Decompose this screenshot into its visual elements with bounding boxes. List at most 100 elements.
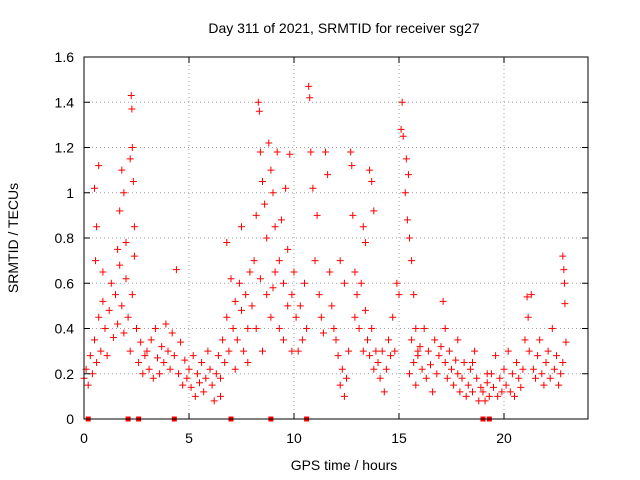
data-point: [477, 383, 485, 391]
data-point: [235, 279, 243, 287]
data-point: [343, 374, 350, 382]
data-point: [305, 82, 313, 90]
data-point: [355, 325, 363, 332]
data-point: [402, 155, 410, 163]
data-point: [246, 268, 254, 276]
data-point: [160, 358, 168, 366]
data-point: [410, 291, 418, 299]
data-point: [372, 347, 380, 355]
data-point: [277, 216, 285, 224]
data-point: [116, 261, 124, 269]
data-point: [454, 370, 462, 378]
data-point: [185, 365, 193, 373]
data-point: [395, 291, 403, 299]
data-point: [416, 343, 424, 351]
data-point: [548, 325, 556, 332]
data-point: [420, 325, 428, 332]
data-point: [361, 306, 369, 314]
data-point: [540, 381, 548, 389]
data-point: [122, 275, 130, 283]
data-point: [330, 325, 338, 332]
data-point: [99, 297, 107, 305]
data-point: [515, 374, 523, 382]
data-point: [368, 177, 376, 185]
data-point: [513, 358, 521, 366]
data-point: [103, 352, 111, 360]
data-point: [450, 381, 458, 389]
axes: 0 0.2 0.4 0.6 0.8 1 1.2 1.4 1.6 0 5 10 15 20: [55, 49, 588, 446]
data-point: [351, 268, 359, 276]
data-point: [349, 211, 357, 219]
x-tick-label: 10: [286, 430, 302, 446]
x-tick-label: 5: [185, 430, 193, 446]
data-point: [370, 365, 378, 373]
data-point: [130, 223, 138, 231]
data-point: [492, 352, 500, 360]
data-point: [523, 293, 531, 301]
data-point: [158, 343, 166, 351]
data-point: [422, 374, 430, 382]
y-tick-label: 0: [66, 411, 74, 427]
data-point: [120, 329, 128, 337]
data-point: [462, 392, 470, 400]
data-point: [265, 139, 273, 147]
data-point: [118, 166, 126, 174]
data-point: [366, 166, 374, 174]
data-point: [370, 207, 378, 215]
data-point: [441, 358, 449, 366]
data-point: [130, 252, 138, 260]
data-point: [412, 381, 420, 389]
data-point: [559, 358, 567, 366]
data-point: [389, 313, 397, 321]
data-point: [345, 347, 353, 355]
data-point: [147, 336, 155, 344]
data-point: [340, 392, 348, 400]
data-point: [359, 223, 367, 231]
data-point: [525, 347, 533, 355]
data-point: [357, 279, 365, 287]
data-point: [398, 98, 406, 106]
data-point: [290, 268, 298, 276]
data-point: [500, 365, 508, 373]
data-point: [149, 374, 157, 382]
data-point: [441, 325, 449, 332]
data-point: [116, 207, 124, 215]
data-point: [92, 257, 100, 265]
data-point: [292, 313, 300, 321]
data-point: [408, 257, 416, 265]
data-point: [99, 268, 107, 276]
data-point: [242, 291, 250, 299]
data-point: [408, 336, 416, 344]
data-point: [521, 336, 529, 344]
data-point: [502, 381, 510, 389]
data-point: [282, 184, 290, 192]
data-point: [506, 388, 514, 396]
data-point: [151, 325, 159, 332]
data-point: [179, 381, 187, 389]
data-point: [326, 268, 334, 276]
data-point: [364, 336, 371, 344]
data-point: [128, 291, 136, 299]
data-point: [469, 358, 476, 366]
data-point: [154, 354, 161, 362]
data-point: [95, 162, 103, 170]
data-point: [414, 352, 422, 360]
data-point: [202, 374, 210, 382]
data-point: [162, 320, 170, 328]
data-point: [275, 257, 283, 265]
data-point: [555, 381, 563, 389]
data-point: [546, 374, 554, 382]
data-point: [460, 358, 468, 366]
data-point: [172, 266, 180, 274]
y-axis-label: SRMTID / TECUs: [5, 183, 21, 293]
data-point: [267, 166, 275, 174]
data-point: [424, 347, 432, 355]
data-point: [273, 148, 281, 156]
data-point: [494, 392, 502, 400]
data-point: [114, 320, 122, 328]
data-point: [439, 297, 447, 305]
y-tick-label: 1.2: [55, 140, 75, 156]
data-point: [254, 98, 262, 106]
data-point: [517, 383, 525, 391]
